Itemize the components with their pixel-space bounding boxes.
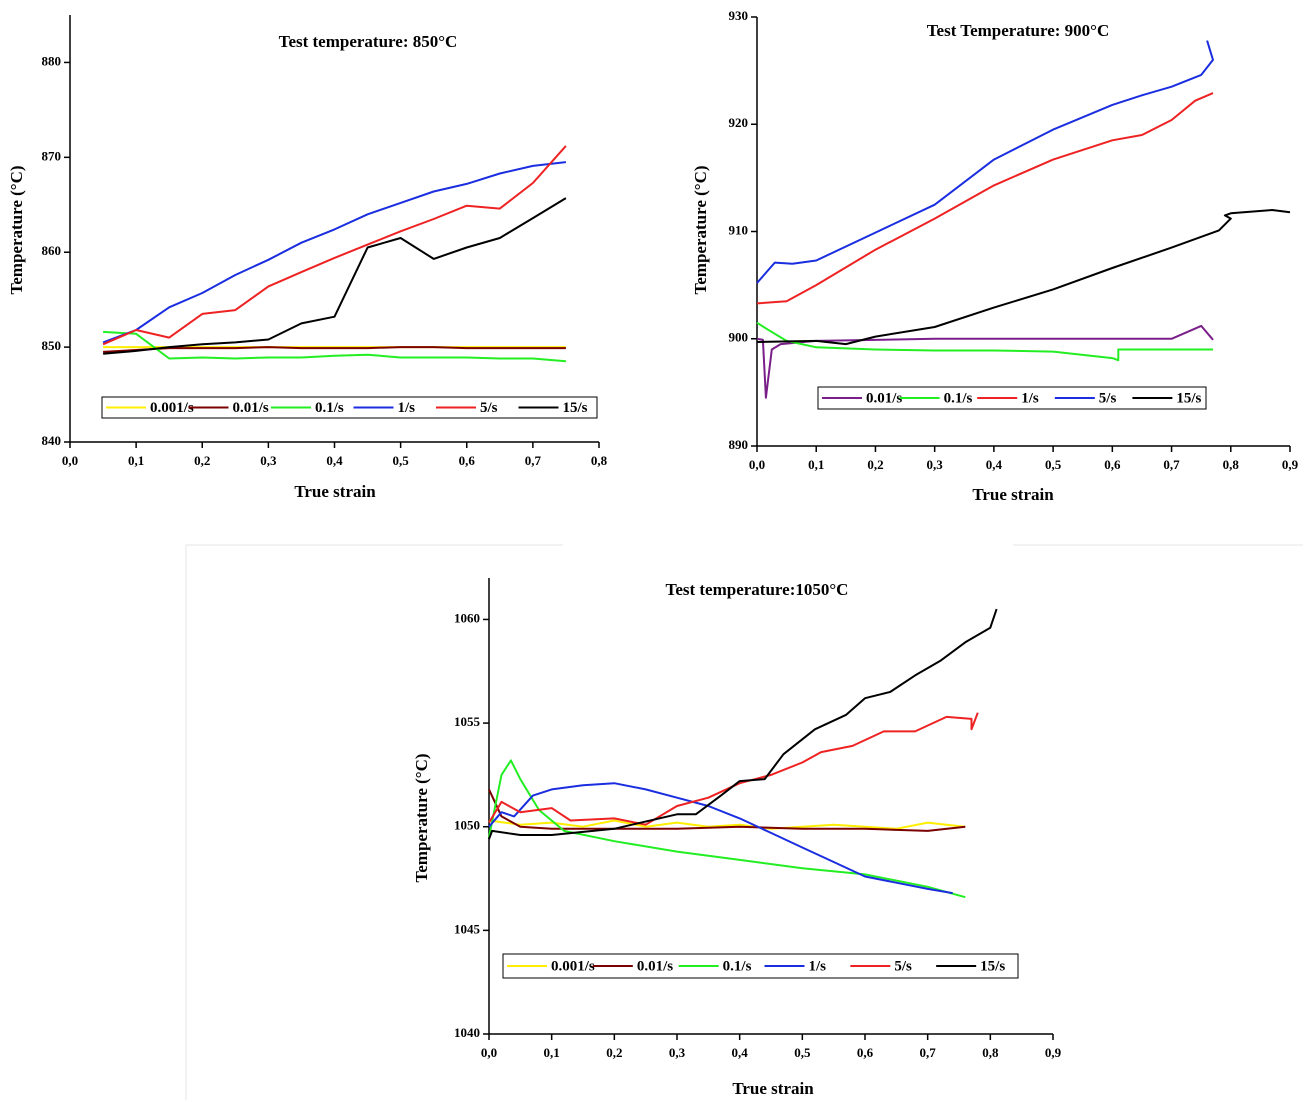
data-line bbox=[756, 209, 1291, 346]
y-tick-label: 1060 bbox=[454, 610, 480, 625]
x-axis-label: True strain bbox=[972, 485, 1054, 504]
legend-label: 0.001/s bbox=[551, 958, 595, 974]
x-tick-label: 0,5 bbox=[794, 1045, 811, 1060]
x-tick-label: 0,8 bbox=[982, 1045, 999, 1060]
y-tick-label: 880 bbox=[42, 53, 62, 68]
x-tick-label: 0,9 bbox=[1045, 1045, 1062, 1060]
y-axis-label: Temperature (°C) bbox=[691, 165, 710, 294]
y-tick-label: 890 bbox=[729, 437, 749, 452]
y-axis-label: Temperature (°C) bbox=[412, 753, 431, 882]
y-tick-label: 1055 bbox=[454, 714, 481, 729]
y-tick-label: 900 bbox=[729, 330, 749, 345]
legend-label: 1/s bbox=[809, 958, 827, 974]
x-tick-label: 0,1 bbox=[544, 1045, 560, 1060]
legend-label: 5/s bbox=[894, 958, 912, 974]
y-tick-label: 840 bbox=[42, 433, 62, 448]
x-tick-label: 0,3 bbox=[260, 453, 277, 468]
y-tick-label: 850 bbox=[42, 338, 62, 353]
data-line bbox=[488, 819, 966, 830]
data-line bbox=[103, 197, 567, 355]
x-axis-label: True strain bbox=[732, 1079, 814, 1098]
chart: 1040 1045 1050 1055 1060 0,0 0,1 0,2 0,3 0,4 0,5 0,… bbox=[412, 578, 1062, 1098]
x-tick-label: 0,1 bbox=[128, 453, 144, 468]
legend-label: 15/s bbox=[563, 400, 588, 416]
data-line bbox=[756, 92, 1214, 305]
chart-title: Test temperature:1050°C bbox=[666, 580, 849, 599]
y-tick-label: 1050 bbox=[454, 818, 480, 833]
x-tick-label: 0,6 bbox=[1104, 457, 1121, 472]
legend-label: 0.01/s bbox=[866, 390, 902, 406]
data-line bbox=[488, 788, 966, 832]
x-tick-label: 0,7 bbox=[920, 1045, 937, 1060]
data-line bbox=[756, 321, 1213, 362]
y-tick-label: 920 bbox=[729, 115, 749, 130]
legend-label: 1/s bbox=[1021, 390, 1039, 406]
chart-title: Test Temperature: 900°C bbox=[927, 21, 1109, 40]
legend-box bbox=[101, 396, 598, 419]
x-tick-label: 0,8 bbox=[591, 453, 608, 468]
x-tick-label: 0,3 bbox=[669, 1045, 686, 1060]
data-line bbox=[103, 330, 566, 363]
x-tick-label: 0,4 bbox=[986, 457, 1003, 472]
x-tick-label: 0,2 bbox=[867, 457, 883, 472]
x-tick-label: 0,2 bbox=[194, 453, 210, 468]
x-tick-label: 0,0 bbox=[62, 453, 78, 468]
data-line bbox=[488, 782, 953, 895]
legend-label: 0.1/s bbox=[315, 400, 344, 416]
data-line bbox=[103, 346, 566, 353]
data-line bbox=[756, 40, 1214, 284]
data-line bbox=[488, 712, 979, 826]
panel-frame bbox=[185, 544, 1303, 1100]
data-line bbox=[488, 608, 998, 840]
x-tick-label: 0,8 bbox=[1223, 457, 1240, 472]
legend-label: 0.001/s bbox=[150, 400, 194, 416]
legend-label: 5/s bbox=[480, 400, 498, 416]
x-tick-label: 0,1 bbox=[808, 457, 824, 472]
x-tick-label: 0,5 bbox=[393, 453, 410, 468]
legend-label: 15/s bbox=[1176, 390, 1201, 406]
y-tick-label: 860 bbox=[42, 243, 62, 258]
x-tick-label: 0,3 bbox=[927, 457, 944, 472]
x-tick-label: 0,0 bbox=[749, 457, 765, 472]
x-tick-label: 0,7 bbox=[525, 453, 542, 468]
x-tick-label: 0,9 bbox=[1282, 457, 1299, 472]
legend-label: 1/s bbox=[398, 400, 416, 416]
x-tick-label: 0,7 bbox=[1163, 457, 1180, 472]
x-tick-label: 0,4 bbox=[326, 453, 343, 468]
x-axis-label: True strain bbox=[294, 482, 376, 501]
x-tick-label: 0,2 bbox=[606, 1045, 622, 1060]
chart-title: Test temperature: 850°C bbox=[279, 32, 458, 51]
x-tick-label: 0,5 bbox=[1045, 457, 1062, 472]
data-line bbox=[488, 759, 966, 899]
x-tick-label: 0,6 bbox=[459, 453, 476, 468]
y-tick-label: 910 bbox=[729, 222, 749, 237]
chart: 840 850 860 870 880 0,0 0,1 0,2 0,3 0,4 0,5 0,6 0,7 0… bbox=[7, 15, 608, 501]
legend-label: 0.01/s bbox=[233, 400, 269, 416]
x-tick-label: 0,4 bbox=[732, 1045, 749, 1060]
data-line bbox=[102, 161, 567, 344]
legend-label: 0.1/s bbox=[723, 958, 752, 974]
legend-label: 0.1/s bbox=[944, 390, 973, 406]
x-tick-label: 0,0 bbox=[481, 1045, 497, 1060]
legend-label: 5/s bbox=[1099, 390, 1117, 406]
data-line bbox=[102, 145, 567, 346]
chart: 890 900 910 920 930 0,0 0,1 0,2 0,3 0,4 0,5 0,6 0,7 0… bbox=[691, 8, 1299, 504]
legend-label: 0.01/s bbox=[637, 958, 673, 974]
y-tick-label: 1040 bbox=[454, 1025, 480, 1040]
y-tick-label: 870 bbox=[42, 148, 62, 163]
y-tick-label: 1045 bbox=[454, 921, 481, 936]
x-tick-label: 0,6 bbox=[857, 1045, 874, 1060]
legend-label: 15/s bbox=[980, 958, 1005, 974]
legend-box bbox=[502, 953, 1019, 979]
y-tick-label: 930 bbox=[729, 8, 749, 23]
y-axis-label: Temperature (°C) bbox=[7, 165, 26, 294]
